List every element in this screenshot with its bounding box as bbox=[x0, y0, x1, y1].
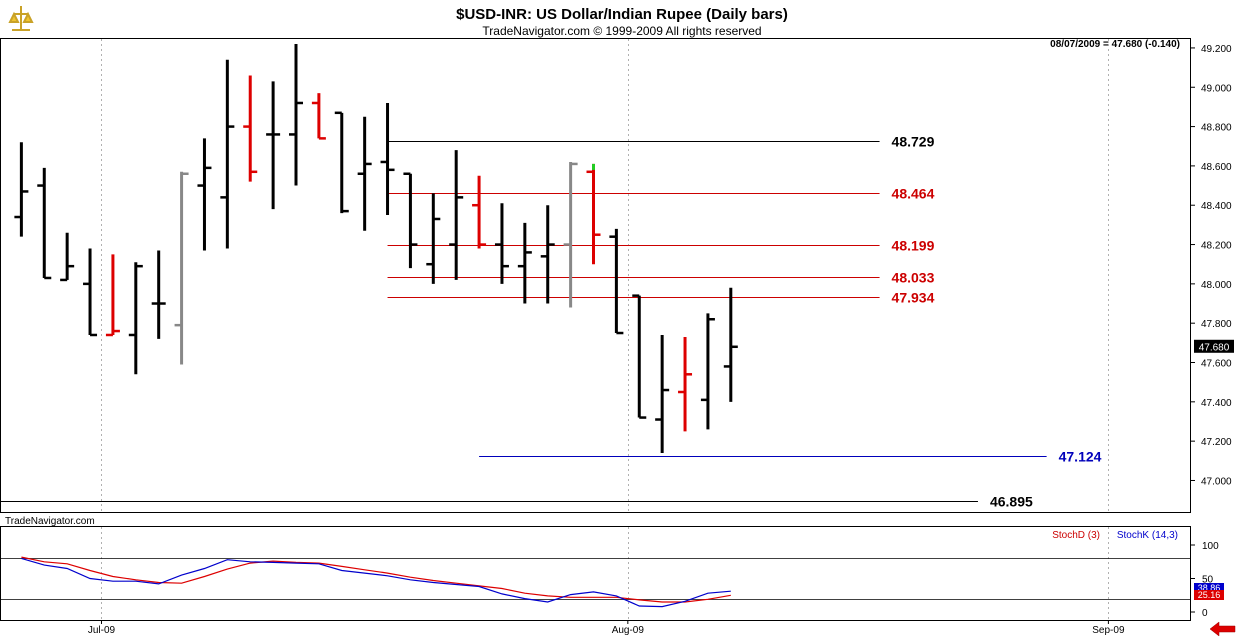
ohlc-bar-3 bbox=[83, 248, 98, 337]
ohlc-bar-2 bbox=[60, 232, 75, 282]
legend-stochk: StochK (14,3) bbox=[1117, 530, 1178, 541]
price-panel: 48.729 48.464 48.199 48.033 47.934 47.124 46.8… bbox=[0, 38, 1232, 527]
ohlc-bar-31 bbox=[723, 287, 738, 402]
level-label-1: 48.464 bbox=[892, 186, 935, 202]
stoch-y-tick-label-0: 100 bbox=[1202, 541, 1219, 552]
y-tick-label-11: 47.000 bbox=[1201, 476, 1232, 487]
ohlc-bar-19 bbox=[449, 150, 464, 280]
level-label-3: 48.033 bbox=[892, 270, 935, 286]
ohlc-bar-8 bbox=[197, 138, 212, 251]
y-tick-label-10: 47.200 bbox=[1201, 437, 1232, 448]
ohlc-bar-5 bbox=[128, 262, 143, 375]
logo-icon bbox=[6, 4, 36, 34]
ohlc-bar-1 bbox=[37, 167, 52, 280]
stoch-series-1 bbox=[21, 557, 731, 608]
ohlc-bar-12 bbox=[289, 44, 303, 186]
stochastic-lines bbox=[21, 556, 731, 608]
stochastic-y-axis: 100 50 0 bbox=[1190, 541, 1219, 619]
stoch-y-tick-label-2: 0 bbox=[1202, 608, 1208, 619]
x-tick-label-1: Aug-09 bbox=[612, 625, 645, 636]
y-tick-label-7: 47.800 bbox=[1201, 319, 1232, 330]
ohlc-bar-0 bbox=[14, 142, 29, 237]
scroll-right-arrow-icon[interactable] bbox=[1207, 621, 1237, 637]
stochastic-grid bbox=[1, 527, 1190, 620]
ohlc-bar-16 bbox=[380, 102, 395, 216]
ohlc-bar-28 bbox=[655, 334, 670, 453]
ohlc-bar-26 bbox=[609, 228, 624, 335]
ohlc-bar-17 bbox=[403, 172, 418, 269]
ohlc-bar-10 bbox=[243, 75, 258, 182]
ohlc-bar-21 bbox=[494, 203, 509, 284]
ohlc-bars bbox=[14, 44, 738, 453]
ohlc-bar-9 bbox=[220, 59, 235, 249]
x-tick-label-2: Sep-09 bbox=[1092, 625, 1125, 636]
ohlc-bar-6 bbox=[151, 250, 166, 339]
stoch-last-boxes: 38.86 25.16 bbox=[1194, 583, 1224, 600]
stoch-series-0 bbox=[21, 556, 731, 603]
y-tick-label-1: 49.000 bbox=[1201, 83, 1232, 94]
y-tick-label-0: 49.200 bbox=[1201, 44, 1232, 55]
stochk-last-value: 38.86 bbox=[1198, 583, 1221, 593]
level-label-6: 46.895 bbox=[990, 494, 1033, 510]
watermark-text: TradeNavigator.com bbox=[5, 516, 95, 527]
ohlc-bar-11 bbox=[266, 81, 281, 210]
level-label-2: 48.199 bbox=[892, 238, 935, 254]
level-label-4: 47.934 bbox=[892, 290, 935, 306]
ohlc-bar-13 bbox=[311, 93, 326, 140]
ohlc-bar-7 bbox=[174, 171, 189, 365]
ohlc-bar-20 bbox=[472, 175, 487, 249]
stochd-last-value: 25.16 bbox=[1198, 590, 1221, 600]
chart-subtitle: TradeNavigator.com © 1999-2009 All right… bbox=[482, 24, 761, 38]
legend-stochd: StochD (3) bbox=[1052, 530, 1100, 541]
y-tick-label-8: 47.600 bbox=[1201, 359, 1232, 370]
ohlc-bar-15 bbox=[357, 116, 372, 231]
ohlc-bar-30 bbox=[700, 313, 715, 430]
ohlc-bar-23 bbox=[540, 205, 555, 304]
y-tick-label-4: 48.400 bbox=[1201, 201, 1232, 212]
ohlc-bar-24 bbox=[563, 161, 578, 308]
stoch-y-tick-label-1: 50 bbox=[1202, 575, 1214, 586]
horizontal-levels: 48.729 48.464 48.199 48.033 47.934 47.124 46.8… bbox=[0, 134, 1102, 510]
ohlc-bar-14 bbox=[334, 111, 349, 214]
last-value-box: 47.680 bbox=[1194, 339, 1234, 353]
level-label-0: 48.729 bbox=[892, 134, 935, 150]
level-label-5: 47.124 bbox=[1059, 449, 1102, 465]
date-x-axis: Jul-09 Aug-09 Sep-09 bbox=[0, 620, 1190, 636]
ohlc-bar-18 bbox=[426, 193, 441, 284]
ohlc-bar-27 bbox=[632, 294, 647, 419]
y-tick-label-2: 48.800 bbox=[1201, 123, 1232, 134]
ohlc-bar-29 bbox=[678, 336, 693, 432]
last-value-label: 47.680 bbox=[1199, 342, 1230, 353]
chart-title: $USD-INR: US Dollar/Indian Rupee (Daily … bbox=[456, 6, 788, 23]
y-tick-label-3: 48.600 bbox=[1201, 162, 1232, 173]
x-tick-label-0: Jul-09 bbox=[88, 625, 116, 636]
last-quote-readout: 08/07/2009 = 47.680 (-0.140) bbox=[1050, 39, 1180, 50]
price-grid bbox=[101, 39, 1109, 512]
y-tick-label-5: 48.200 bbox=[1201, 241, 1232, 252]
ohlc-bar-22 bbox=[517, 222, 532, 304]
ohlc-bar-4 bbox=[105, 254, 120, 337]
y-tick-label-9: 47.400 bbox=[1201, 398, 1232, 409]
price-y-axis: 49.200 49.000 48.800 48.600 48.400 48.200 48.0… bbox=[1190, 44, 1232, 487]
ohlc-bar-25 bbox=[586, 163, 601, 265]
y-tick-label-6: 48.000 bbox=[1201, 280, 1232, 291]
header: $USD-INR: US Dollar/Indian Rupee (Daily … bbox=[6, 4, 1180, 50]
